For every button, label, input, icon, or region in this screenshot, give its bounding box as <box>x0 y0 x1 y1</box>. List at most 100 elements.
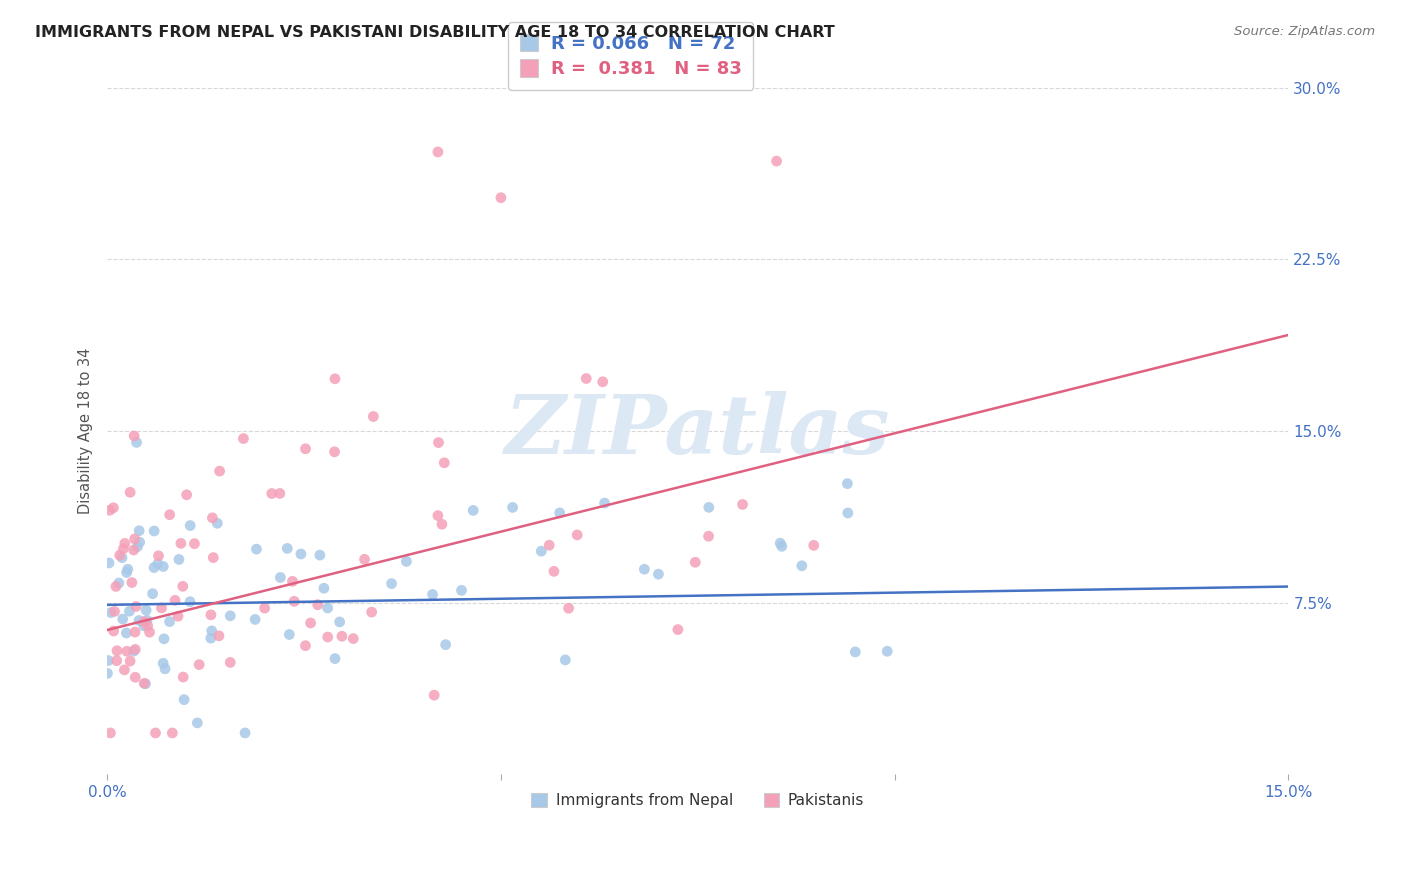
Point <box>96 666 118 681</box>
Point <box>233 726 256 740</box>
Point <box>647 567 669 582</box>
Point <box>434 638 457 652</box>
Point <box>170 536 193 550</box>
Point <box>360 605 382 619</box>
Point <box>159 508 181 522</box>
Point <box>201 511 224 525</box>
Point <box>172 579 194 593</box>
Point <box>98 556 121 570</box>
Point <box>731 498 754 512</box>
Point <box>790 558 813 573</box>
Point <box>803 538 825 552</box>
Point <box>290 547 312 561</box>
Point <box>489 191 512 205</box>
Point <box>769 536 792 550</box>
Point <box>208 464 231 478</box>
Point <box>245 542 267 557</box>
Point <box>592 375 614 389</box>
Point <box>150 601 173 615</box>
Point <box>450 583 472 598</box>
Point <box>207 516 229 531</box>
Point <box>153 632 176 646</box>
Point <box>426 145 449 159</box>
Point <box>502 500 524 515</box>
Point <box>593 496 616 510</box>
Point <box>135 603 157 617</box>
Point <box>115 566 138 580</box>
Point <box>152 559 174 574</box>
Point <box>633 562 655 576</box>
Point <box>312 581 335 595</box>
Point <box>294 442 316 456</box>
Point <box>124 625 146 640</box>
Point <box>132 619 155 633</box>
Point <box>167 609 190 624</box>
Point <box>103 500 125 515</box>
Point <box>329 615 352 629</box>
Text: ZIPatlas: ZIPatlas <box>505 391 890 471</box>
Point <box>100 606 122 620</box>
Point <box>683 555 706 569</box>
Point <box>125 599 148 614</box>
Point <box>200 631 222 645</box>
Point <box>97 654 120 668</box>
Point <box>142 587 165 601</box>
Point <box>103 604 125 618</box>
Point <box>125 435 148 450</box>
Point <box>117 562 139 576</box>
Point <box>876 644 898 658</box>
Point <box>538 538 561 552</box>
Point <box>342 632 364 646</box>
Point <box>323 445 346 459</box>
Point <box>765 154 787 169</box>
Point <box>183 536 205 550</box>
Point <box>422 587 444 601</box>
Point <box>666 623 689 637</box>
Point <box>159 615 181 629</box>
Point <box>98 503 121 517</box>
Point <box>128 614 150 628</box>
Point <box>770 539 793 553</box>
Point <box>136 613 159 627</box>
Point <box>108 548 131 562</box>
Point <box>114 663 136 677</box>
Point <box>124 532 146 546</box>
Point <box>299 615 322 630</box>
Point <box>294 639 316 653</box>
Point <box>567 528 589 542</box>
Point <box>530 544 553 558</box>
Point <box>283 594 305 608</box>
Point <box>202 550 225 565</box>
Point <box>105 654 128 668</box>
Point <box>200 607 222 622</box>
Text: Source: ZipAtlas.com: Source: ZipAtlas.com <box>1234 25 1375 38</box>
Point <box>122 543 145 558</box>
Point <box>124 642 146 657</box>
Point <box>219 656 242 670</box>
Point <box>330 629 353 643</box>
Point <box>430 517 453 532</box>
Point <box>167 552 190 566</box>
Point <box>124 670 146 684</box>
Point <box>837 476 859 491</box>
Point <box>128 524 150 538</box>
Point <box>463 503 485 517</box>
Point <box>105 644 128 658</box>
Point <box>380 576 402 591</box>
Point <box>138 625 160 640</box>
Point <box>134 677 156 691</box>
Point <box>111 612 134 626</box>
Point <box>316 630 339 644</box>
Y-axis label: Disability Age 18 to 34: Disability Age 18 to 34 <box>79 348 93 514</box>
Point <box>243 612 266 626</box>
Point <box>353 552 375 566</box>
Point <box>697 500 720 515</box>
Point <box>179 595 201 609</box>
Point <box>548 506 571 520</box>
Point <box>253 601 276 615</box>
Point <box>697 529 720 543</box>
Point <box>323 651 346 665</box>
Point <box>269 570 291 584</box>
Point <box>143 524 166 538</box>
Point <box>162 726 184 740</box>
